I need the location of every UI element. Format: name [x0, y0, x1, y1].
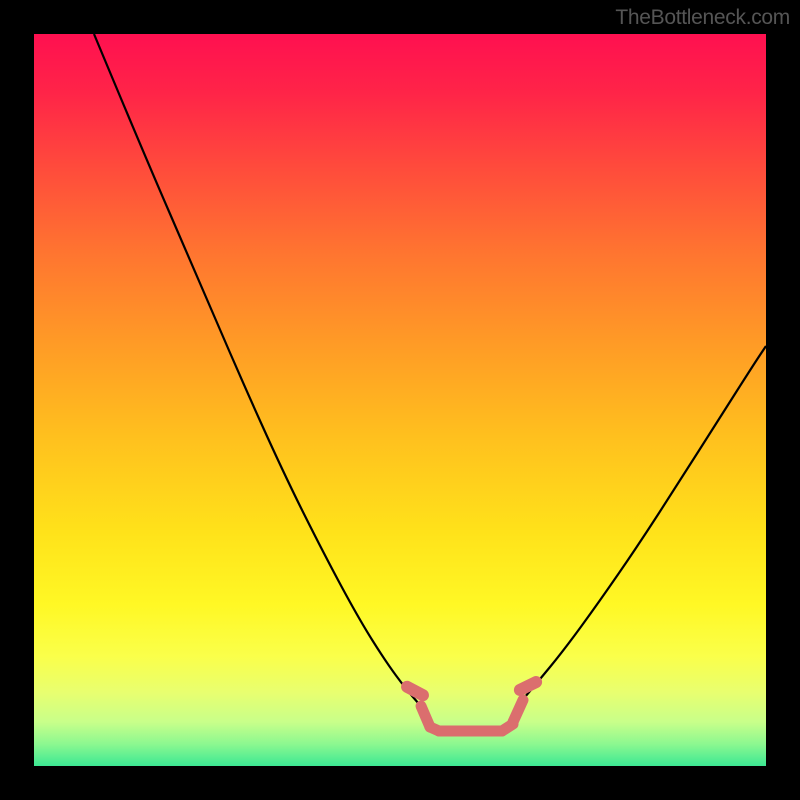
chart-plot-area — [34, 34, 766, 766]
curve-left — [94, 34, 419, 704]
curve-right — [519, 346, 766, 704]
chart-curves-layer — [34, 34, 766, 766]
watermark-text: TheBottleneck.com — [615, 6, 790, 30]
bottom-marker — [399, 674, 544, 731]
